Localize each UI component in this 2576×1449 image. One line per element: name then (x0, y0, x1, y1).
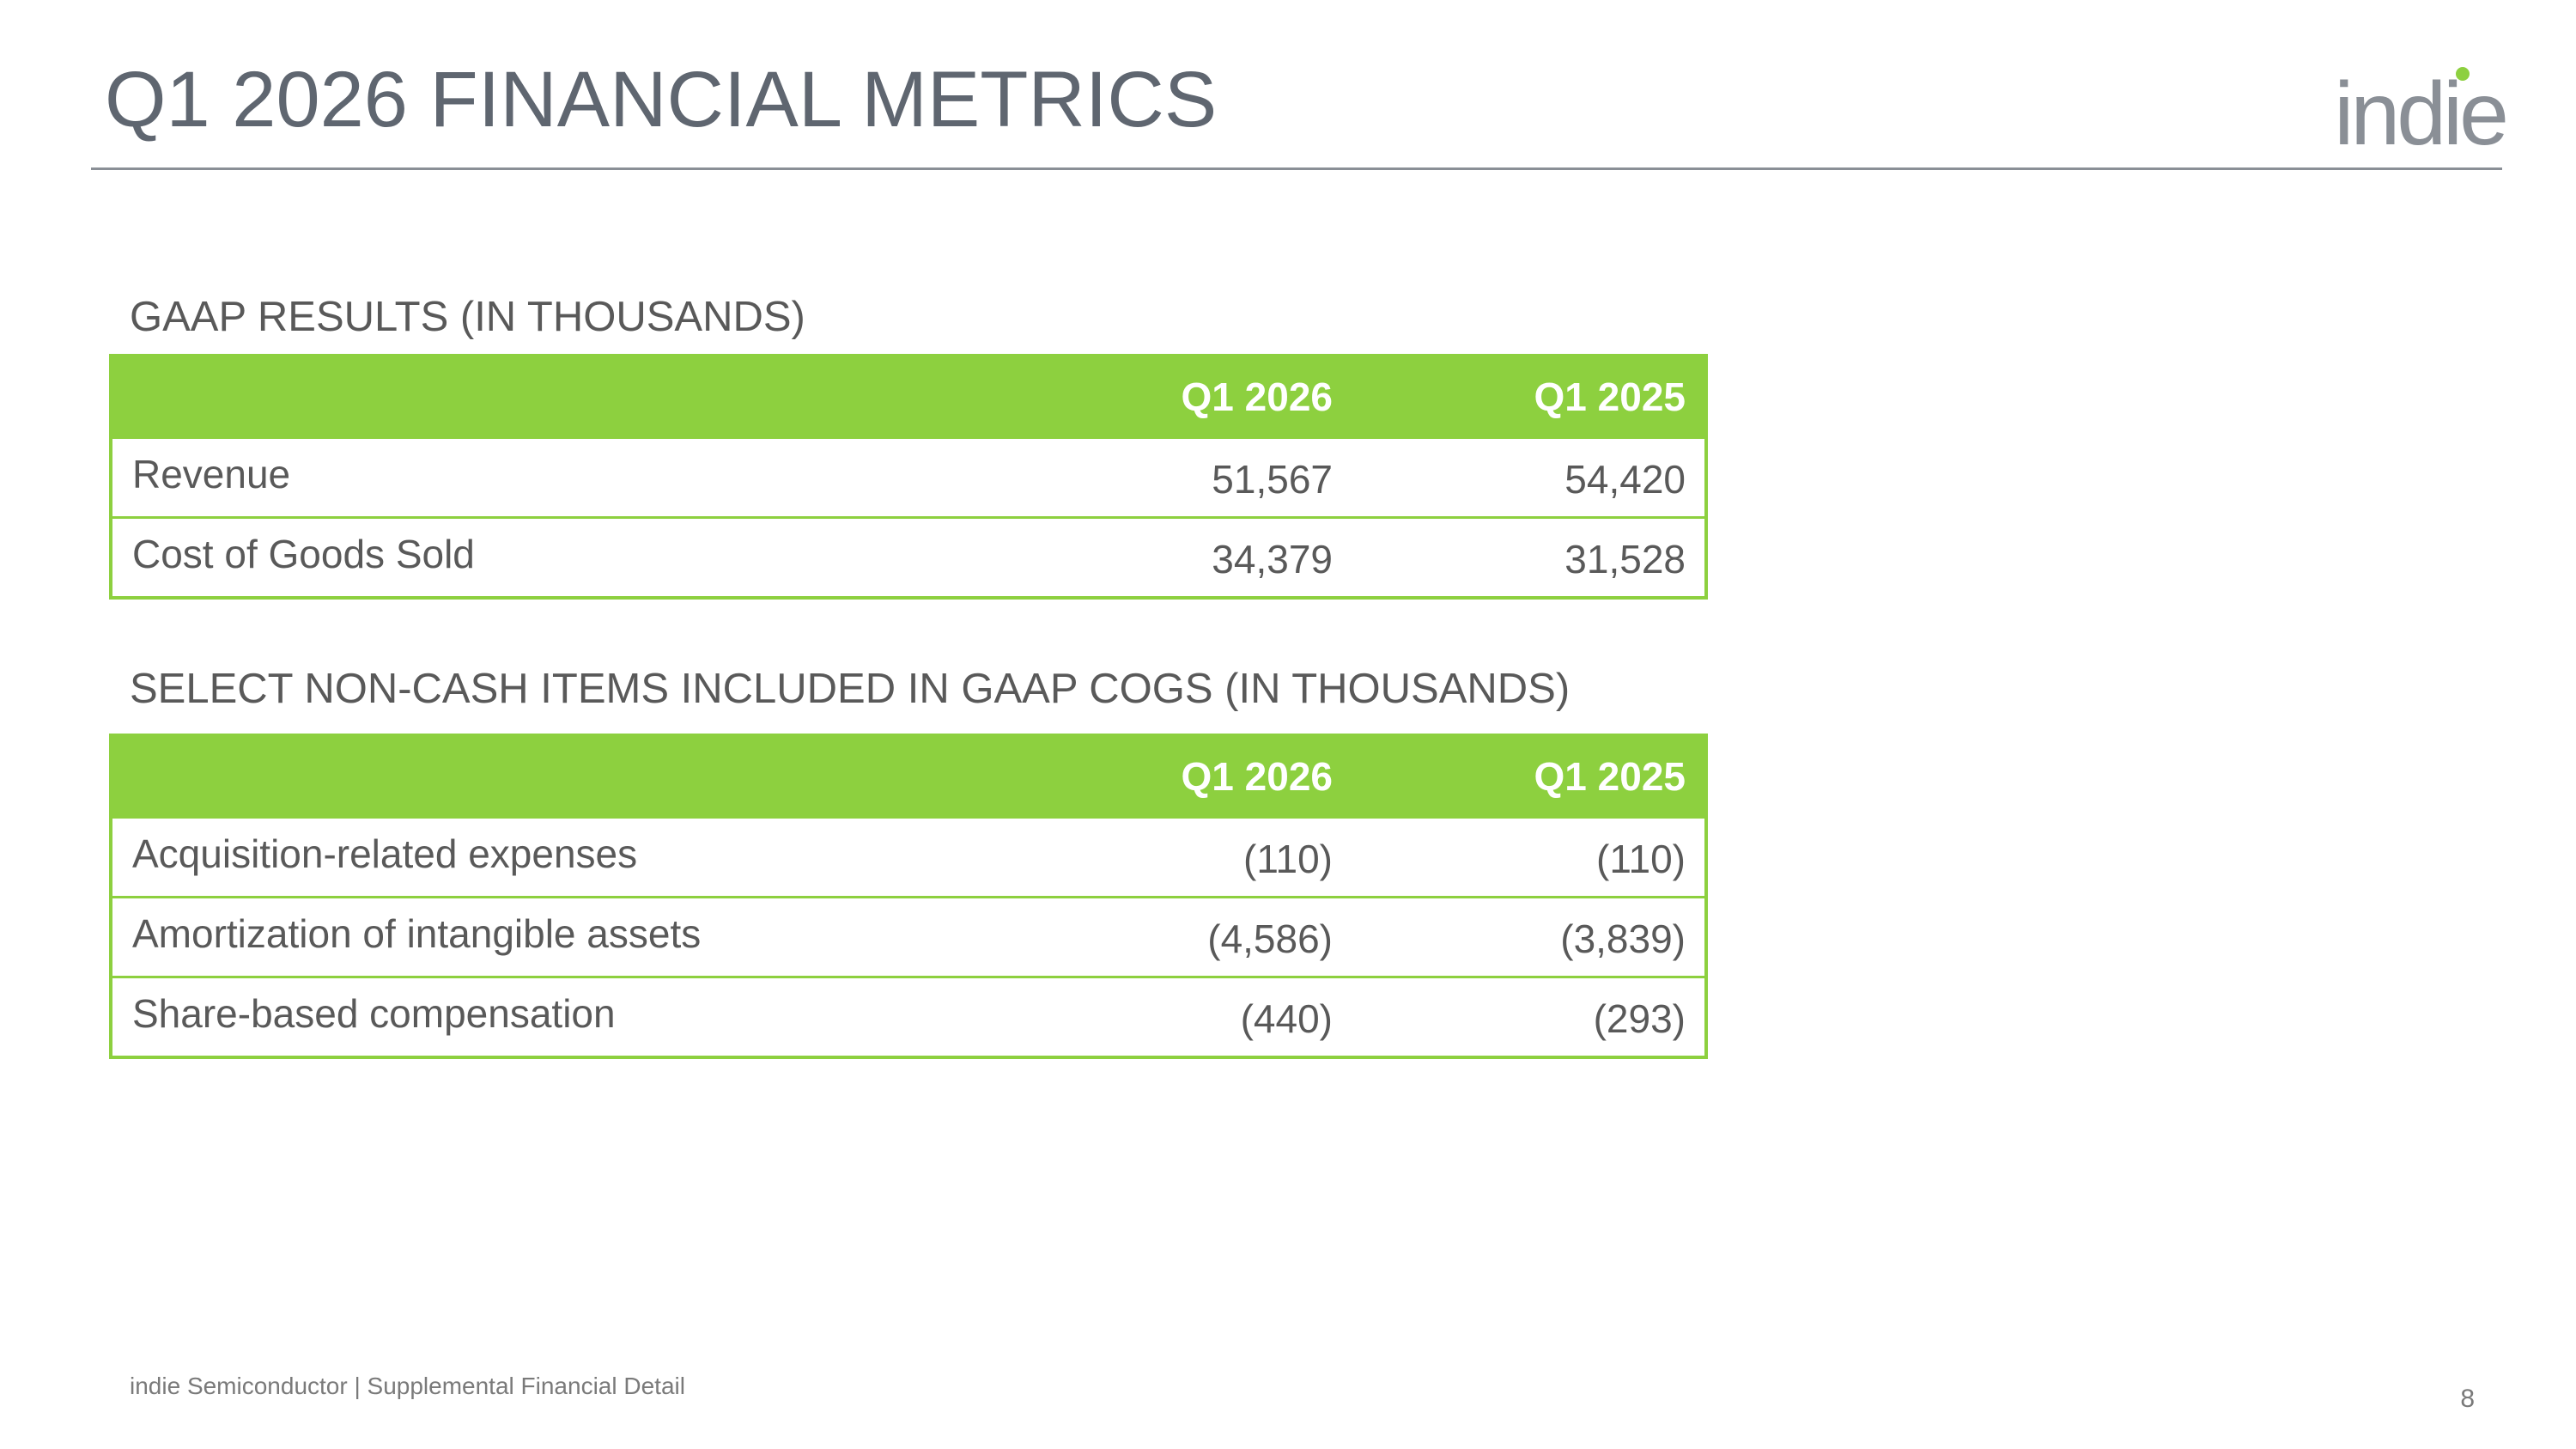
amortization-q1-2025: (3,839) (1560, 916, 1686, 961)
table-header: Q1 2026 Q1 2025 (112, 357, 1704, 436)
cogs-q1-2025: 31,528 (1564, 537, 1686, 581)
gaap-results-table: Q1 2026 Q1 2025 Revenue 51,567 54,420 Co… (109, 354, 1708, 600)
column-header-q1-2026: Q1 2026 (1181, 754, 1333, 799)
row-label-acquisition: Acquisition-related expenses (132, 831, 638, 876)
acquisition-q1-2026: (110) (1243, 837, 1333, 881)
share-based-q1-2025: (293) (1593, 996, 1686, 1041)
share-based-q1-2026: (440) (1240, 996, 1333, 1041)
table-row: Share-based compensation (440) (293) (112, 976, 1704, 1056)
table-row: Cost of Goods Sold 34,379 31,528 (112, 516, 1704, 596)
column-header-q1-2026: Q1 2026 (1181, 374, 1333, 419)
slide-title: Q1 2026 FINANCIAL METRICS (105, 56, 1218, 143)
column-header-q1-2025: Q1 2025 (1534, 374, 1686, 419)
noncash-items-table: Q1 2026 Q1 2025 Acquisition-related expe… (109, 734, 1708, 1059)
table-row: Acquisition-related expenses (110) (110) (112, 816, 1704, 896)
column-header-q1-2025: Q1 2025 (1534, 754, 1686, 799)
cogs-q1-2026: 34,379 (1212, 537, 1333, 581)
row-label-cogs: Cost of Goods Sold (132, 532, 475, 576)
page-number: 8 (2460, 1385, 2475, 1413)
table-row: Amortization of intangible assets (4,586… (112, 896, 1704, 976)
gaap-section-heading: GAAP RESULTS (IN THOUSANDS) (130, 294, 805, 340)
row-label-revenue: Revenue (132, 452, 291, 496)
acquisition-q1-2025: (110) (1596, 837, 1686, 881)
row-label-share-based: Share-based compensation (132, 991, 616, 1036)
logo-wordmark: indie (2334, 64, 2506, 155)
row-label-amortization: Amortization of intangible assets (132, 911, 702, 956)
footer-text: indie Semiconductor | Supplemental Finan… (130, 1373, 685, 1399)
logo-green-dot (2456, 67, 2470, 81)
indie-logo: indie (2334, 64, 2507, 155)
title-divider (91, 167, 2502, 170)
amortization-q1-2026: (4,586) (1207, 916, 1333, 961)
table-row: Revenue 51,567 54,420 (112, 436, 1704, 516)
revenue-q1-2025: 54,420 (1564, 457, 1686, 502)
table-header: Q1 2026 Q1 2025 (112, 737, 1704, 816)
noncash-section-heading: SELECT NON-CASH ITEMS INCLUDED IN GAAP C… (130, 666, 1571, 712)
revenue-q1-2026: 51,567 (1212, 457, 1333, 502)
